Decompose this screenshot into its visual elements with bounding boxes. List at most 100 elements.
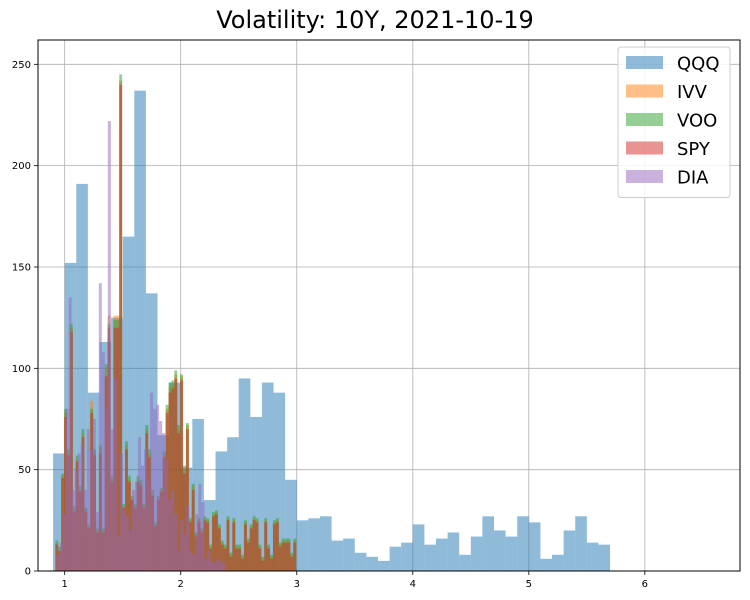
y-tick-label: 200 — [12, 161, 31, 172]
histogram-bar — [147, 479, 151, 571]
legend-label: IVV — [677, 82, 708, 103]
histogram-bar — [165, 459, 169, 571]
histogram-bar — [252, 520, 256, 571]
histogram-bar — [68, 297, 72, 571]
x-tick-label: 2 — [178, 579, 184, 590]
histogram-bar — [287, 542, 291, 571]
histogram-bar — [207, 550, 211, 571]
histogram-bar — [293, 542, 297, 571]
histogram-bar — [131, 489, 136, 571]
y-tick-label: 0 — [25, 567, 31, 578]
histogram-bar — [412, 524, 425, 571]
histogram-bar — [238, 548, 242, 571]
histogram-bar — [65, 408, 69, 571]
legend-label: VOO — [677, 111, 717, 132]
histogram-bar — [459, 554, 471, 571]
x-tick-label: 4 — [410, 579, 416, 590]
plot-frame — [37, 39, 741, 572]
histogram-bar — [209, 548, 213, 571]
histogram-bar — [235, 548, 239, 571]
histogram-bar — [273, 392, 286, 571]
series-dia — [56, 121, 226, 572]
histogram-bar — [74, 469, 78, 571]
histogram-bar — [174, 378, 178, 571]
legend-label: DIA — [677, 168, 709, 189]
histogram-bar — [563, 530, 576, 571]
histogram-bar — [377, 560, 390, 571]
histogram-bar — [223, 548, 227, 571]
histogram-bar — [135, 481, 139, 571]
histogram-bar — [171, 489, 175, 571]
histogram-bar — [210, 560, 214, 571]
legend-swatch — [626, 56, 663, 69]
histogram-bar — [192, 418, 204, 571]
histogram-bar — [238, 378, 251, 571]
y-tick-label: 100 — [12, 364, 31, 375]
histogram-bar — [222, 562, 226, 571]
histogram-bar — [261, 560, 265, 571]
histogram-bar — [185, 429, 189, 571]
histogram-bar — [71, 489, 75, 571]
histogram-bar — [435, 538, 448, 571]
histogram-bar — [119, 453, 123, 571]
legend-label: QQQ — [677, 54, 720, 75]
histogram-bar — [250, 416, 262, 571]
histogram-bar — [183, 473, 186, 571]
histogram-bar — [92, 418, 96, 571]
histogram-bar — [153, 408, 157, 571]
x-tick-label: 5 — [526, 579, 532, 590]
histogram-bar — [598, 544, 611, 571]
histogram-bar — [116, 536, 120, 571]
x-tick-label: 1 — [62, 579, 68, 590]
histogram-bar — [401, 542, 413, 571]
histogram-bar — [284, 542, 288, 571]
histogram-bar — [104, 408, 108, 571]
histogram-bar — [261, 382, 274, 571]
axis-layer: 1 2 3 4 5 6 0 50 100 150 200 250 — [12, 60, 648, 590]
histogram-bar — [141, 465, 145, 571]
histogram-bar — [575, 516, 587, 571]
histogram-bar — [249, 528, 253, 571]
histogram-bar — [138, 437, 142, 571]
histogram-bar — [227, 437, 239, 571]
histogram-bar — [272, 524, 276, 571]
x-tick-label: 3 — [294, 579, 300, 590]
histogram-bar — [134, 90, 146, 571]
histogram-bar — [89, 449, 93, 571]
histogram-bar — [215, 451, 228, 571]
histogram-bar — [59, 542, 63, 571]
histogram-bar — [264, 522, 268, 571]
histogram-bar — [168, 392, 172, 571]
histogram-bar — [319, 516, 332, 571]
histogram-bar — [159, 421, 163, 571]
histogram-bar — [119, 84, 123, 572]
histogram-bar — [505, 536, 518, 571]
histogram-bar — [229, 556, 233, 571]
histogram-bar — [201, 502, 205, 571]
histogram-bar — [174, 514, 178, 571]
histogram-bar — [241, 558, 244, 571]
histogram-bar — [243, 524, 247, 571]
histogram-bar — [183, 534, 187, 571]
histogram-bar — [447, 532, 460, 571]
histogram-bar — [56, 554, 60, 571]
histogram-bar — [195, 514, 199, 571]
histogram-bar — [53, 453, 65, 571]
histogram-bar — [219, 560, 223, 571]
histogram-bar — [83, 489, 87, 571]
histogram-bar — [281, 542, 285, 571]
histogram-bar — [168, 498, 172, 571]
histogram-bar — [212, 516, 215, 571]
histogram-bar — [125, 516, 129, 571]
histogram-bar — [220, 544, 224, 571]
y-tick-label: 150 — [12, 262, 31, 273]
histogram-bar — [528, 522, 541, 571]
legend-swatch — [626, 141, 663, 155]
histogram-bar — [232, 522, 236, 571]
histogram-bar — [203, 500, 216, 571]
histogram-bar — [343, 538, 355, 571]
histogram-bar — [206, 522, 210, 571]
chart-title: Volatility: 10Y, 2021-10-19 — [216, 6, 534, 34]
y-tick-label: 250 — [12, 60, 31, 71]
